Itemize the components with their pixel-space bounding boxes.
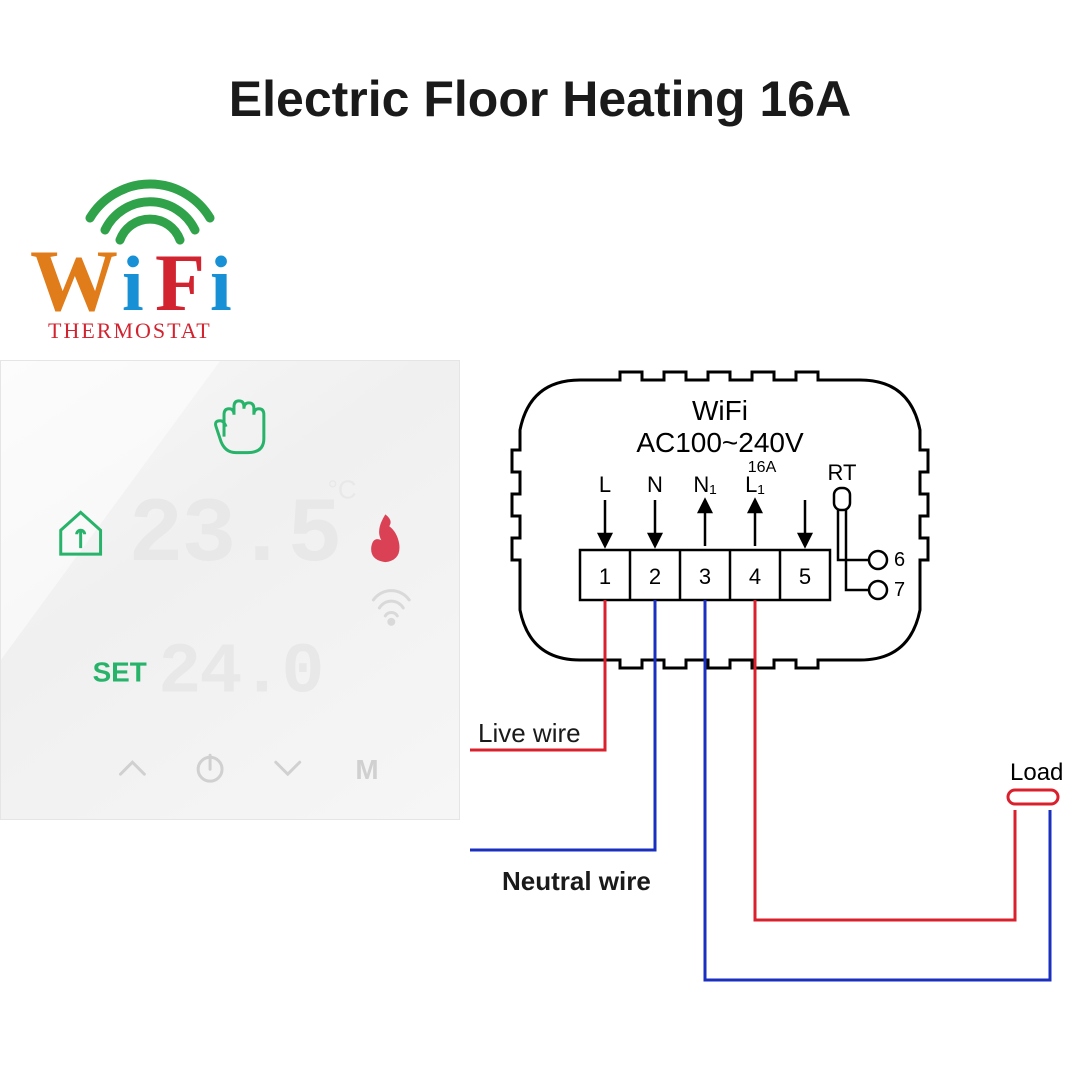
neutral-label: Neutral wire bbox=[502, 866, 651, 896]
set-label: SET bbox=[93, 657, 147, 688]
logo-f: F bbox=[155, 237, 205, 328]
rt-sensor-icon bbox=[834, 488, 850, 548]
temp-main: 23.5 bbox=[128, 484, 340, 588]
logo-i2: i bbox=[210, 240, 232, 327]
down-button[interactable] bbox=[276, 762, 300, 774]
flame-icon bbox=[371, 514, 399, 562]
tnum-6: 6 bbox=[894, 549, 905, 571]
logo-i1: i bbox=[122, 240, 144, 327]
temp-unit: °C bbox=[328, 476, 357, 504]
wifi-arcs-icon bbox=[90, 184, 210, 240]
tnum-1: 1 bbox=[599, 564, 611, 589]
tnum-5: 5 bbox=[799, 564, 811, 589]
wifi-icon bbox=[373, 591, 409, 625]
term-n: N bbox=[647, 472, 663, 497]
tnum-7: 7 bbox=[894, 579, 905, 601]
tnum-2: 2 bbox=[649, 564, 661, 589]
logo-sub: THERMOSTAT bbox=[48, 318, 212, 343]
rt-label: RT bbox=[828, 460, 857, 485]
tnum-3: 3 bbox=[699, 564, 711, 589]
wiring-header2: AC100~240V bbox=[636, 427, 804, 458]
logo-w: W bbox=[30, 233, 118, 330]
live-label: Live wire bbox=[478, 718, 581, 748]
arrows bbox=[599, 500, 811, 546]
wiring-diagram: WiFi AC100~240V 16A L N N₁ L₁ RT bbox=[470, 360, 1080, 1060]
hand-icon bbox=[216, 401, 264, 453]
wiring-header1: WiFi bbox=[692, 395, 748, 426]
load-icon bbox=[1008, 790, 1058, 804]
page-title: Electric Floor Heating 16A bbox=[0, 70, 1080, 128]
term-l: L bbox=[599, 472, 611, 497]
load-label: Load bbox=[1010, 759, 1063, 786]
power-button[interactable] bbox=[198, 755, 222, 781]
tnum-4: 4 bbox=[749, 564, 761, 589]
mode-button[interactable]: M bbox=[355, 754, 378, 785]
temp-set: 24.0 bbox=[158, 632, 322, 714]
wifi-logo: W i F i THERMOSTAT bbox=[20, 170, 270, 350]
side-terminals bbox=[838, 548, 887, 599]
term-l1: L₁ bbox=[745, 472, 765, 497]
term-n1: N₁ bbox=[693, 472, 716, 497]
thermostat-panel: 23.5 °C SET 24.0 M bbox=[0, 360, 460, 820]
up-button[interactable] bbox=[120, 762, 144, 774]
